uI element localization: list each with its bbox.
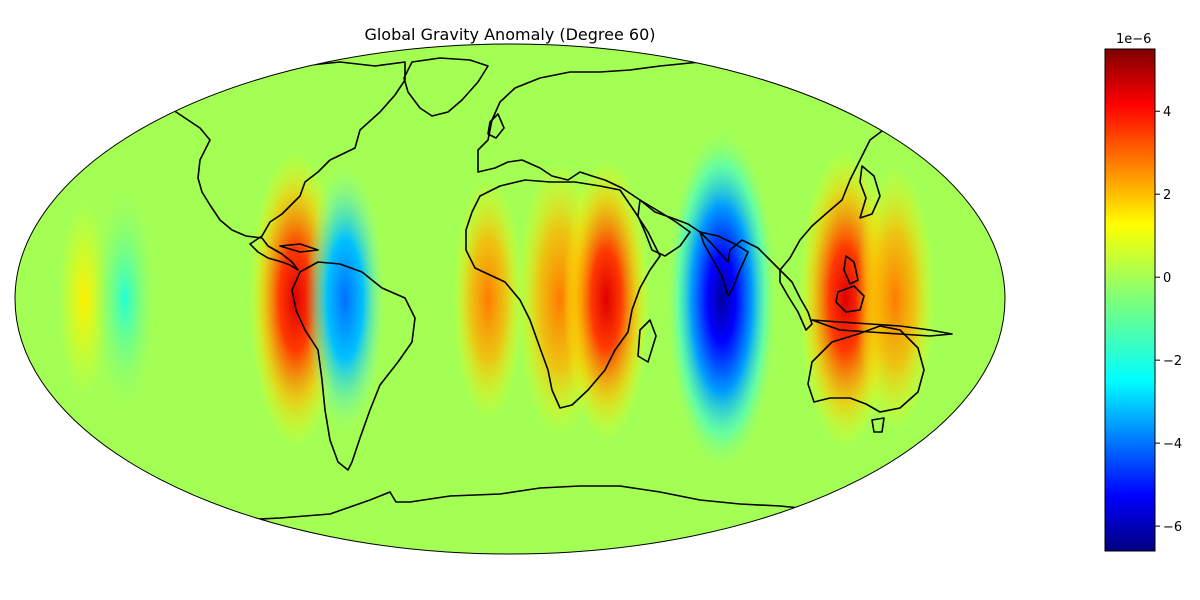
coastline-philippines [843, 255, 859, 285]
coastline-tasmania [871, 417, 885, 433]
anomaly-field [15, 44, 1005, 554]
map-boundary [14, 43, 1006, 555]
colorbar: 1e−6 4 2 0 −2 −4 −6 [1104, 32, 1182, 552]
coastline-australia [807, 325, 925, 413]
coastline-cuba [279, 243, 319, 253]
anomaly-band-amazon-trough [305, 167, 385, 431]
colorbar-tick-label: 0 [1163, 271, 1171, 286]
colorbar-gradient [1105, 49, 1155, 551]
anomaly-band-australia-band [855, 167, 935, 431]
colorbar-tick-label: −6 [1163, 520, 1182, 535]
coastline-japan [859, 165, 881, 219]
colorbar-tick-label: 2 [1163, 188, 1171, 203]
colorbar-tick-label: −2 [1163, 354, 1182, 369]
colorbar-tick-label: 4 [1163, 105, 1171, 120]
colorbar-offset-label: 1e−6 [1116, 32, 1151, 47]
colorbar-ticks: 4 2 0 −2 −4 −6 [1155, 105, 1182, 535]
coastline-eurasia [477, 59, 901, 271]
coastline-uk [487, 113, 505, 139]
coastline-north-america [141, 61, 406, 271]
coastline-indonesia [811, 319, 953, 337]
coastline-africa [465, 179, 661, 409]
anomaly-band-east-africa-rift [563, 158, 650, 440]
coastline-india [699, 231, 749, 297]
coastline-arabia [637, 199, 691, 257]
anomaly-band-indian-ocean-low [666, 129, 777, 469]
chart-title: Global Gravity Anomaly (Degree 60) [364, 25, 655, 44]
coastline-greenland [403, 57, 489, 117]
anomaly-band-west-africa [453, 177, 523, 421]
anomaly-band-central-pacific [94, 187, 156, 411]
coastlines [141, 57, 969, 541]
colorbar-tick-label: −4 [1163, 437, 1182, 452]
coastline-southeast-asia [779, 269, 813, 331]
world-map [14, 43, 1006, 555]
coastline-madagascar [637, 319, 657, 363]
coastline-south-america [291, 261, 416, 471]
anomaly-bands [58, 129, 935, 469]
colorbar-frame [1104, 48, 1156, 552]
anomaly-band-north-pacific-east [58, 201, 109, 397]
coastline-borneo [835, 285, 865, 313]
